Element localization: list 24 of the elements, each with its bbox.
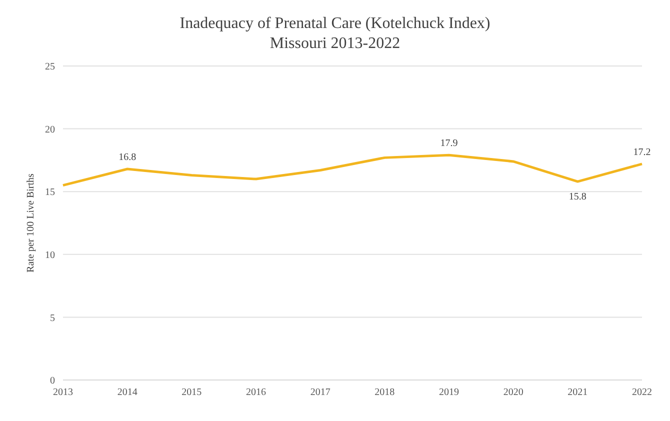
data-label: 17.2	[633, 146, 651, 158]
y-tick-label: 5	[50, 312, 55, 324]
x-tick-label: 2020	[503, 387, 524, 398]
x-tick-label: 2021	[568, 387, 588, 398]
y-tick-label: 0	[50, 376, 55, 387]
chart-title: Inadequacy of Prenatal Care (Kotelchuck Index)	[178, 14, 492, 34]
x-tick-label: 2022	[632, 387, 652, 398]
data-label: 17.9	[440, 138, 458, 150]
data-label: 15.8	[568, 192, 586, 203]
line-series	[62, 154, 644, 187]
x-tick-label: 2017	[310, 387, 330, 398]
x-tick-label: 2018	[374, 387, 395, 398]
x-tick-label: 2014	[117, 387, 138, 398]
y-tick-label: 20	[45, 124, 55, 136]
x-tick-label: 2019	[439, 387, 459, 398]
y-tick-label: 15	[45, 187, 55, 198]
x-tick-label: 2015	[182, 387, 202, 398]
y-axis-title: Rate per 100 Live Births	[26, 173, 37, 272]
x-tick-label: 2013	[53, 387, 73, 398]
y-tick-label: 10	[45, 250, 55, 261]
x-tick-label: 2016	[246, 387, 266, 398]
chart-subtitle: Missouri 2013-2022	[268, 34, 402, 54]
data-label: 16.8	[118, 152, 136, 163]
y-tick-label: 25	[45, 62, 55, 73]
